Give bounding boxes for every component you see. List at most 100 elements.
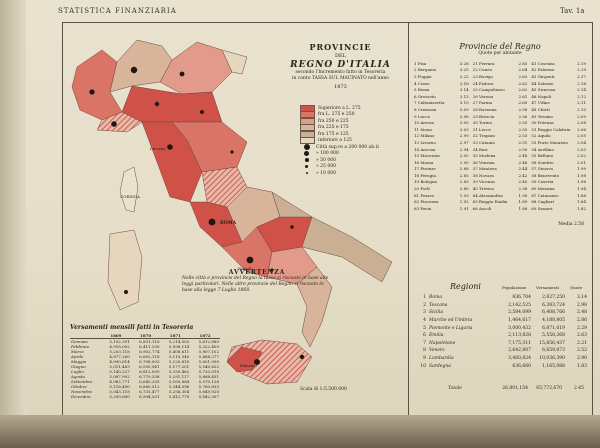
region-number: 7 — [423, 340, 426, 346]
monthly-value: 5,733,018 — [198, 369, 219, 374]
monthly-value: 5,203,118 — [109, 349, 130, 354]
province-quota: 2.64 — [518, 67, 528, 73]
legend-label: fra 225 e 175 — [318, 125, 349, 131]
monthly-month: Marzo — [71, 349, 84, 354]
monthly-value: 5,209,660 — [109, 394, 130, 399]
province-quota: 2.46 — [518, 159, 528, 165]
province-quota: 2.48 — [518, 153, 528, 159]
province-row: 15 Macerata 2.92 35 Modena 2.48 55 Belluno 2.… — [412, 152, 588, 159]
region-quota: 3.14 — [576, 295, 587, 301]
monthly-value: 5,412,770 — [168, 394, 190, 399]
monthly-value: 5,177,201 — [168, 364, 190, 369]
monthly-row: Aprile 4,877,260 6,602,118 5,119,340 5,488,2… — [70, 354, 220, 359]
province-quota: 2.19 — [577, 60, 587, 66]
province-row: 11 Siena 3.03 31 Lecce 2.55 51 Reggio Calabr… — [412, 126, 588, 133]
province-name: 19 Bologna — [414, 179, 437, 185]
monthly-value: 5,256,304 — [168, 389, 190, 394]
province-name: 50 Potenza — [531, 120, 554, 126]
region-payments: 1,165,088 — [542, 363, 565, 369]
province-name: 46 Napoli — [531, 93, 552, 99]
province-quota: 2.61 — [518, 93, 528, 99]
table-shadow — [0, 415, 600, 448]
monthly-value: 5,118,490 — [109, 384, 130, 389]
monthly-month: Gennaio — [71, 339, 88, 344]
province-name: 49 Teramo — [531, 113, 553, 119]
province-quota: 1.98 — [577, 172, 587, 178]
province-quota: 3.25 — [459, 67, 469, 73]
monthly-title: Versamenti mensili fatti in Tesoreria — [70, 324, 194, 331]
region-name: Marche ed Umbria — [429, 318, 473, 324]
province-name: 10 Arezzo — [414, 120, 435, 126]
region-population: 2,642,807 — [508, 348, 531, 354]
monthly-row: Luglio 5,140,227 6,812,009 5,330,462 5,733,0… — [70, 369, 220, 374]
province-quota: 2.88 — [459, 166, 469, 172]
legend-swatch — [300, 137, 315, 145]
monthly-value: 5,612,880 — [198, 339, 219, 344]
province-quota: 2.12 — [577, 93, 587, 99]
province-row: 5 Roma 3.14 25 Campobasso 2.62 45 Siracusa 2.… — [412, 86, 588, 93]
monthly-value: 5,220,818 — [168, 359, 190, 364]
monthly-value: 6,640,205 — [139, 379, 160, 384]
province-name: 17 Firenze — [414, 166, 436, 172]
province-name: 32 Trapani — [472, 133, 495, 139]
region-number: 5 — [423, 325, 426, 331]
monthly-row: Ottobre 5,118,490 6,880,512 5,344,096 5,760,… — [70, 384, 220, 389]
province-name: 16 Massa — [414, 159, 434, 165]
region-quota: 2.86 — [576, 318, 587, 324]
avvertenza-title: AVVERTENZA — [228, 269, 286, 276]
province-quota: 1.90 — [518, 192, 528, 198]
map-title-block: PROVINCIE DEL REGNO D'ITALIA secondo l'I… — [288, 42, 393, 90]
region-number: 8 — [423, 348, 426, 354]
province-quota: 2.02 — [577, 153, 587, 159]
province-quota: 2.14 — [577, 87, 587, 93]
region-quota: 2.98 — [576, 302, 587, 308]
regions-total-pop: 26,801,154 — [502, 386, 528, 391]
province-name: 55 Belluno — [531, 153, 554, 159]
region-payments: 4,188,805 — [542, 318, 565, 324]
region-name: Sicilia — [429, 310, 444, 316]
monthly-value: 5,760,833 — [198, 384, 219, 389]
legend-city-label: » 100 000 — [316, 151, 339, 157]
region-veneto — [159, 41, 233, 95]
legend-label: fra L. 275 e 250 — [318, 112, 355, 118]
map-label-corsica: CORSICA — [120, 194, 140, 199]
province-row: 61 Pesaro 1.93 64 Alessandria 1.90 67 Catanz… — [412, 192, 588, 199]
province-name: 42 Palermo — [531, 67, 555, 73]
province-quota: 3.10 — [459, 100, 469, 106]
region-liguria — [96, 111, 143, 133]
province-name: 18 Perugia — [414, 172, 436, 178]
legend-city-label: » 50 000 — [316, 157, 336, 163]
province-row: 3 Foggia 3.22 23 Rovigo 2.63 43 Girgenti 2.17 — [412, 73, 588, 80]
province-quota: 3.22 — [459, 73, 469, 79]
province-quota: 3.05 — [459, 120, 469, 126]
province-name: 22 Cuneo — [472, 67, 493, 73]
monthly-value: 5,160,884 — [168, 379, 190, 384]
monthly-col-header — [70, 333, 102, 339]
provinces-media: Media 2.58 — [558, 221, 584, 227]
title-line-4: secondo l'Incremento fatto in Tesoreria — [295, 70, 386, 75]
province-name: 45 Siracusa — [531, 87, 556, 93]
province-quota: 1.99 — [577, 166, 587, 172]
legend-city-label: » 25 000 — [316, 164, 336, 170]
monthly-row: Agosto 5,087,902 6,770,338 5,291,117 5,688,4… — [70, 374, 220, 379]
region-population: 636,660 — [512, 363, 531, 369]
book-spine — [0, 0, 26, 448]
monthly-value: 6,770,338 — [139, 374, 160, 379]
province-name: 36 Venezia — [472, 159, 495, 165]
region-quota: 2.90 — [576, 356, 587, 362]
region-row: 3 Sicilia 2,584,099 6,408,766 2.48 — [412, 309, 588, 317]
province-quota: 2.55 — [518, 126, 528, 132]
legend-label: inferiore a 125 — [318, 138, 352, 144]
province-name: 13 Livorno — [414, 139, 436, 145]
province-name: 33 Catania — [472, 139, 495, 145]
map-legend: Superiore a L. 275 fra L. 275 e 250 fra … — [300, 104, 400, 177]
province-name: 24 Padova — [472, 80, 494, 86]
province-quota: 2.01 — [577, 159, 587, 165]
province-name: 40 Treviso — [472, 186, 494, 192]
region-payments: 6,659,873 — [542, 348, 565, 354]
province-quota: 2.16 — [577, 80, 587, 86]
region-number: 4 — [423, 318, 426, 324]
province-quota: 3.14 — [459, 87, 469, 93]
province-quota: 1.88 — [518, 205, 528, 211]
province-quota: 1.96 — [577, 179, 587, 185]
